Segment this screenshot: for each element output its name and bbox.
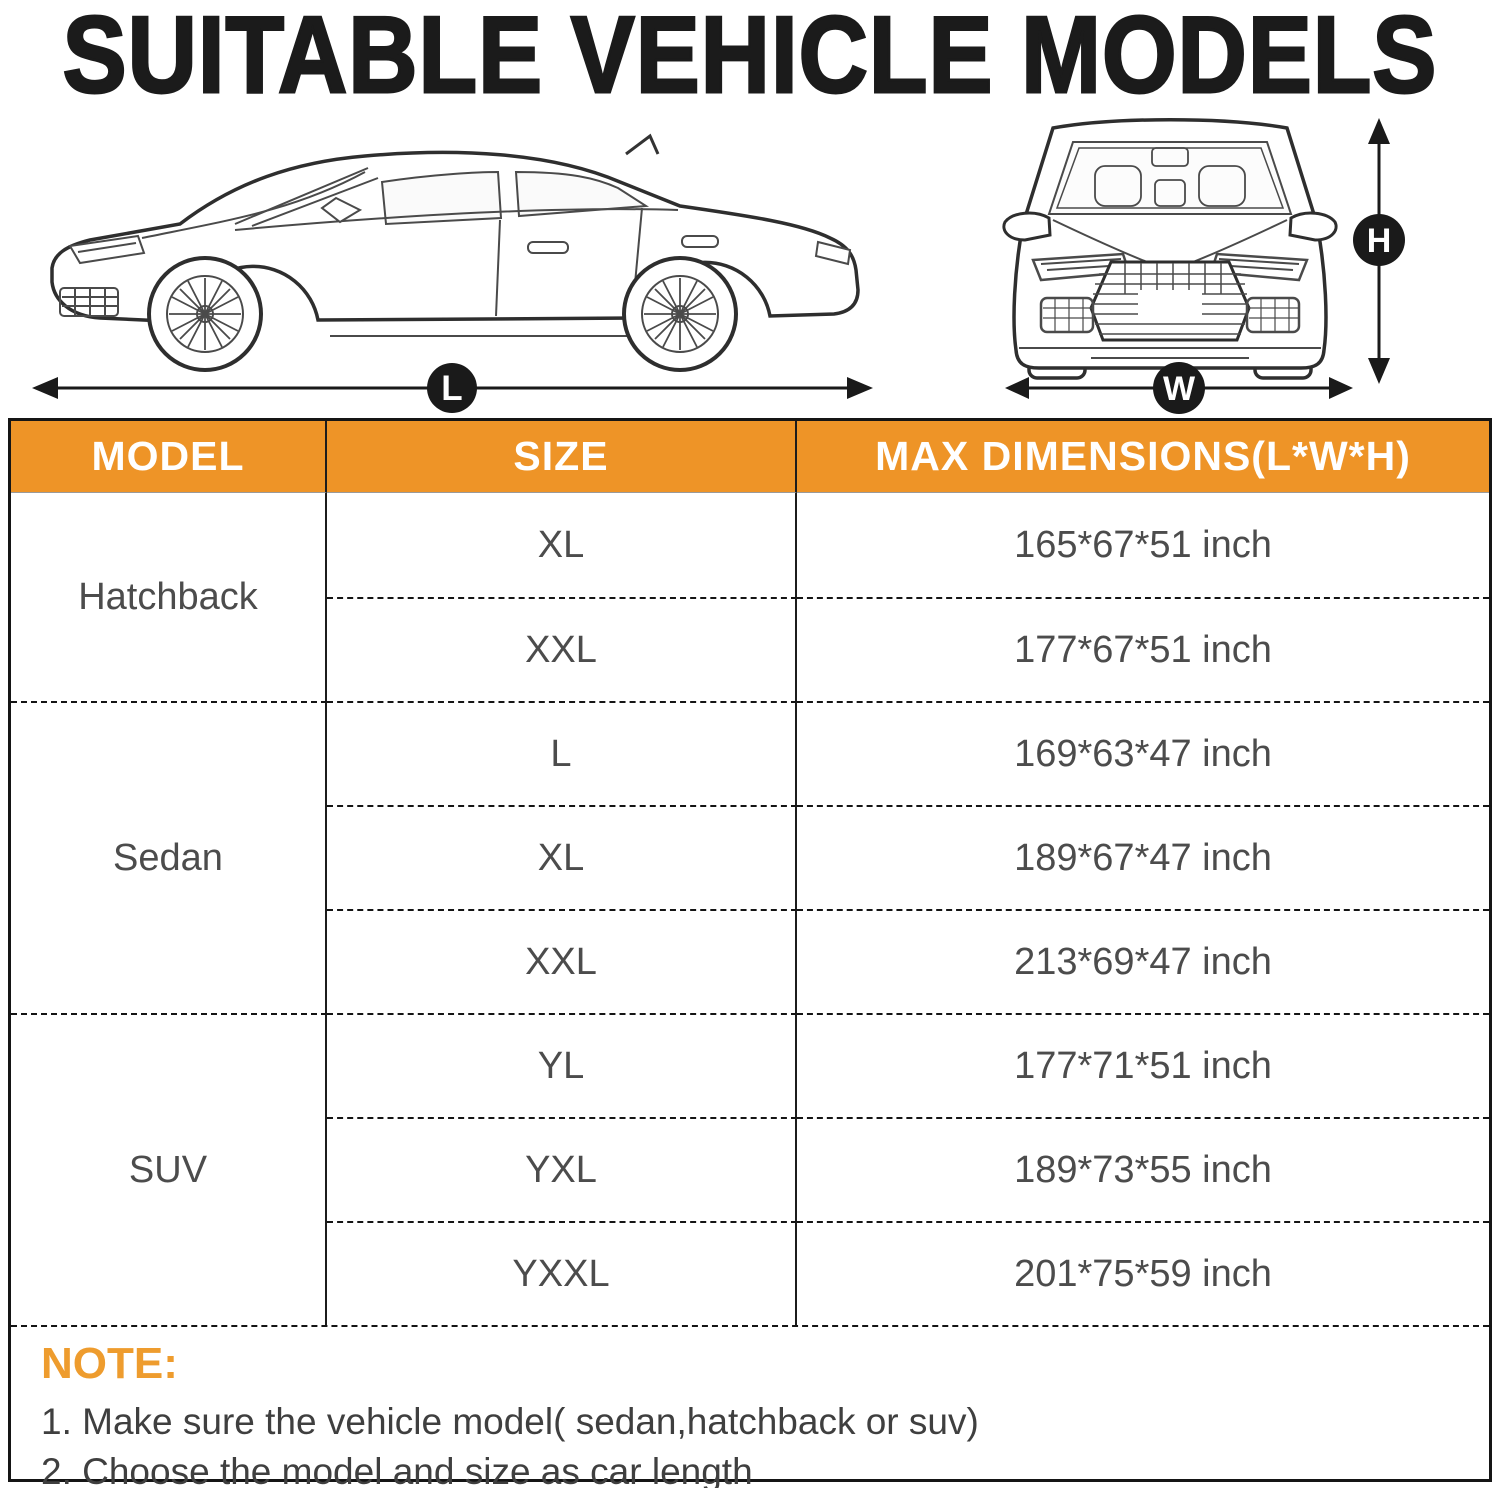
length-dimension-arrow: L — [32, 363, 873, 413]
size-cell: XL — [327, 805, 797, 909]
width-badge-label: W — [1163, 370, 1196, 408]
size-cell: XL — [327, 493, 797, 597]
dimensions-cell: 177*71*51 inch — [797, 1013, 1489, 1117]
note-heading: NOTE: — [41, 1339, 178, 1388]
dimensions-cell: 169*63*47 inch — [797, 701, 1489, 805]
width-badge — [1153, 362, 1205, 414]
dimensions-cell: 189*73*55 inch — [797, 1117, 1489, 1221]
height-dimension-arrow: H — [1353, 118, 1405, 384]
arrow-left-head — [1005, 377, 1029, 399]
size-cell: YXXL — [327, 1221, 797, 1325]
model-cell-hatchback: Hatchback — [11, 493, 327, 701]
arrow-left-head — [32, 377, 58, 399]
arrow-up-head — [1368, 118, 1390, 144]
note-item-2: 2. Choose the model and size as car leng… — [41, 1451, 753, 1488]
arrow-down-head — [1368, 358, 1390, 384]
car-side-view-drawing — [50, 133, 860, 372]
page-title: SUITABLE VEHICLE MODELS — [61, 0, 1438, 116]
size-cell: XXL — [327, 909, 797, 1013]
length-badge — [427, 363, 477, 413]
size-table-panel: MODEL SIZE MAX DIMENSIONS(L*W*H) Hatchba… — [8, 418, 1492, 1488]
size-table: MODEL SIZE MAX DIMENSIONS(L*W*H) Hatchba… — [11, 421, 1489, 1325]
height-badge — [1353, 214, 1405, 266]
arrow-right-head — [1329, 377, 1353, 399]
size-cell: XXL — [327, 597, 797, 701]
size-cell: L — [327, 701, 797, 805]
dimensions-cell: 213*69*47 inch — [797, 909, 1489, 1013]
header-model: MODEL — [11, 421, 327, 493]
dimensions-cell: 165*67*51 inch — [797, 493, 1489, 597]
arrow-right-head — [847, 377, 873, 399]
size-cell: YXL — [327, 1117, 797, 1221]
width-dimension-arrow: W — [1005, 362, 1353, 414]
model-cell-sedan: Sedan — [11, 701, 327, 1013]
length-badge-label: L — [441, 369, 462, 408]
note-section: NOTE: 1. Make sure the vehicle model( se… — [11, 1325, 1489, 1488]
model-cell-suv: SUV — [11, 1013, 327, 1325]
header-max-dimensions: MAX DIMENSIONS(L*W*H) — [797, 421, 1489, 493]
note-item-1: 1. Make sure the vehicle model( sedan,ha… — [41, 1401, 979, 1442]
dimensions-cell: 177*67*51 inch — [797, 597, 1489, 701]
height-badge-label: H — [1367, 222, 1392, 260]
header-size: SIZE — [327, 421, 797, 493]
size-cell: YL — [327, 1013, 797, 1117]
car-front-view-drawing — [1002, 118, 1338, 380]
dimensions-cell: 201*75*59 inch — [797, 1221, 1489, 1325]
dimensions-cell: 189*67*47 inch — [797, 805, 1489, 909]
